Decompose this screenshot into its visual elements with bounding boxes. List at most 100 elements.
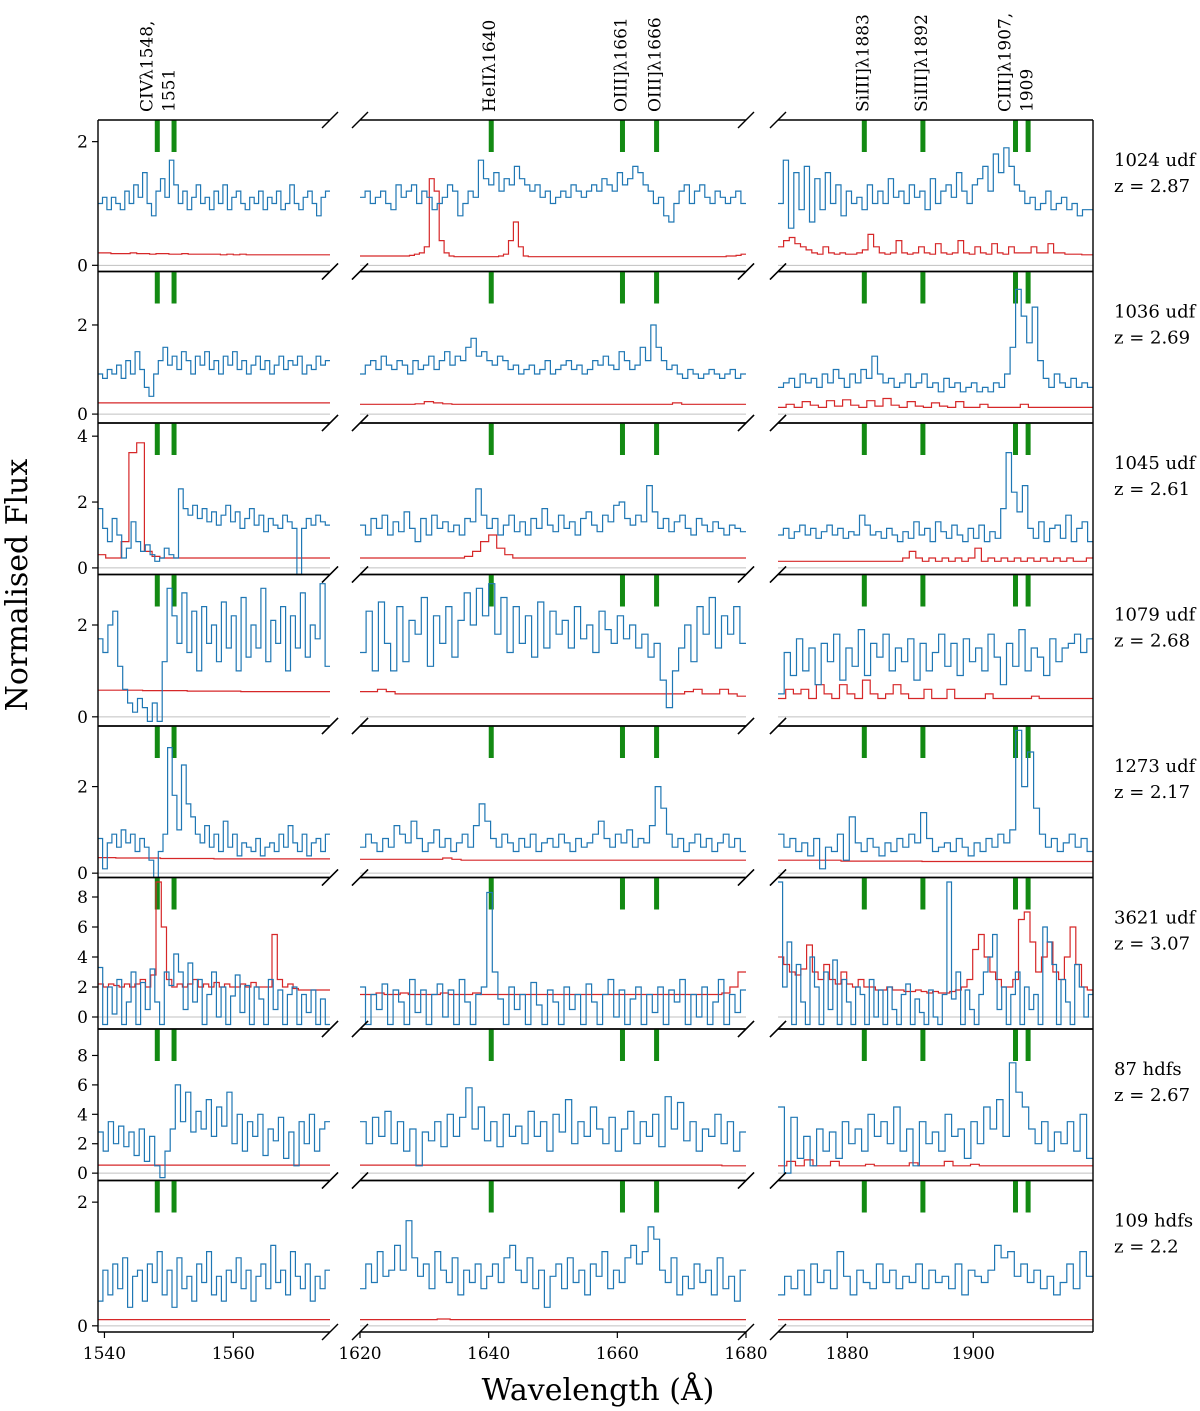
- axis-break: [351, 1172, 369, 1189]
- segment-2: [778, 423, 1093, 569]
- axis-break: [737, 263, 755, 280]
- flux-spectrum: [778, 1062, 1093, 1174]
- object-redshift: z = 2.17: [1114, 782, 1190, 803]
- segment-2: [778, 1180, 1093, 1327]
- axis-break: [769, 263, 787, 280]
- y-tick-label: 0: [77, 1317, 88, 1337]
- panel-87-hdfs: 0 2 4 6 8 87 hdfs z = 2.67: [77, 1020, 1190, 1189]
- flux-spectrum: [360, 324, 746, 379]
- flux-spectrum: [360, 485, 746, 543]
- segment-1: [360, 877, 746, 1026]
- segment-1: [360, 574, 746, 718]
- error-spectrum: [778, 859, 1093, 863]
- x-tick-label: 1560: [212, 1344, 255, 1364]
- segment-0: [98, 574, 330, 722]
- axis-break: [351, 869, 369, 886]
- y-tick-label: 0: [77, 864, 88, 884]
- x-tick-label: 1660: [596, 1344, 639, 1364]
- y-tick-label: 2: [77, 778, 88, 798]
- x-axis: 1540 1560 1620 1640 1660 1680 1880 1900: [83, 1332, 995, 1364]
- segment-0: [98, 423, 330, 576]
- line-label: HeIIλ1640: [480, 20, 500, 112]
- line-label: 1909: [1018, 69, 1038, 112]
- segment-1: [360, 271, 746, 415]
- segment-0: [98, 271, 330, 415]
- flux-spectrum: [360, 159, 746, 223]
- object-redshift: z = 2.61: [1114, 479, 1190, 500]
- x-axis-label: Wavelength (Å): [482, 1372, 715, 1408]
- y-tick-label: 4: [77, 948, 88, 968]
- x-tick-label: 1640: [467, 1344, 510, 1364]
- flux-spectrum: [778, 452, 1093, 543]
- segment-0: [98, 877, 330, 1026]
- x-tick-label: 1680: [724, 1344, 767, 1364]
- line-label: SiIII]λ1883: [853, 14, 873, 112]
- flux-spectrum: [778, 288, 1093, 393]
- axis-break: [737, 414, 755, 432]
- error-spectrum: [98, 689, 330, 693]
- y-tick-label: 6: [77, 918, 88, 938]
- flux-spectrum: [98, 747, 330, 879]
- axis-break: [737, 1172, 755, 1189]
- axis-break: [737, 1020, 755, 1038]
- segment-2: [778, 120, 1093, 266]
- axis-break: [351, 263, 369, 280]
- error-spectrum: [360, 688, 746, 697]
- segment-1: [360, 423, 746, 569]
- y-tick-label: 6: [77, 1076, 88, 1096]
- y-tick-label: 2: [77, 1135, 88, 1155]
- error-spectrum: [778, 397, 1093, 408]
- y-tick-label: 4: [77, 427, 88, 447]
- flux-spectrum: [360, 583, 746, 709]
- segment-0: [98, 120, 330, 266]
- error-spectrum: [360, 1164, 746, 1167]
- panels: 0 2 1024 udf z = 2.87 0 2 1036 udf z = 2.69 0 2 4 1…: [77, 111, 1197, 1341]
- object-redshift: z = 2.87: [1114, 176, 1190, 197]
- y-tick-label: 2: [77, 616, 88, 636]
- y-tick-label: 8: [77, 888, 88, 908]
- object-redshift: z = 3.07: [1114, 934, 1190, 955]
- object-name: 109 hdfs: [1114, 1211, 1193, 1232]
- error-spectrum: [778, 233, 1093, 256]
- axis-break: [769, 1172, 787, 1189]
- y-tick-label: 2: [77, 493, 88, 513]
- segment-1: [360, 726, 746, 874]
- segment-1: [360, 120, 746, 266]
- axis-break: [321, 566, 339, 583]
- axis-break: [351, 1020, 369, 1038]
- axis-break: [769, 111, 787, 129]
- flux-spectrum: [98, 346, 330, 397]
- axis-break: [321, 111, 339, 129]
- x-tick-label: 1900: [952, 1344, 995, 1364]
- line-label: OIII]λ1661: [612, 17, 632, 112]
- axis-break: [321, 414, 339, 432]
- axis-break: [321, 1020, 339, 1038]
- axis-break: [769, 566, 787, 583]
- error-spectrum: [778, 547, 1093, 562]
- flux-spectrum: [778, 629, 1093, 695]
- axis-break: [769, 414, 787, 432]
- y-tick-label: 8: [77, 1046, 88, 1066]
- x-tick-label: 1880: [826, 1344, 869, 1364]
- y-tick-label: 2: [77, 133, 88, 153]
- line-label: SiIII]λ1892: [912, 14, 932, 112]
- axis-break: [321, 1172, 339, 1189]
- x-tick-label: 1540: [83, 1344, 126, 1364]
- object-name: 1045 udf: [1114, 453, 1197, 474]
- y-tick-label: 0: [77, 1008, 88, 1028]
- line-label: CIVλ1548,: [137, 21, 157, 112]
- segment-2: [778, 271, 1093, 415]
- segment-0: [98, 726, 330, 879]
- axis-break: [769, 1323, 787, 1341]
- axis-break: [769, 717, 787, 735]
- error-spectrum: [98, 857, 330, 860]
- axis-break: [769, 869, 787, 886]
- y-tick-label: 2: [77, 1193, 88, 1213]
- segment-2: [778, 574, 1093, 718]
- y-tick-label: 0: [77, 708, 88, 728]
- flux-spectrum: [98, 953, 330, 1026]
- flux-spectrum: [360, 891, 746, 1026]
- flux-spectrum: [778, 881, 1093, 1026]
